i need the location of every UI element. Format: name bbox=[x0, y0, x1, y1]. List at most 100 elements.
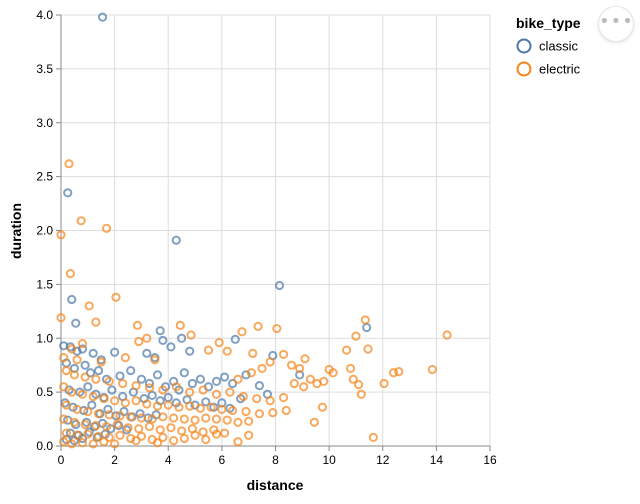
data-point-electric bbox=[190, 415, 200, 425]
data-point-electric bbox=[144, 383, 155, 393]
data-point-electric bbox=[96, 357, 106, 367]
data-point-electric bbox=[59, 353, 69, 363]
y-tick-label: 3.5 bbox=[36, 62, 53, 76]
data-point-electric bbox=[348, 374, 358, 384]
data-point-electric bbox=[111, 292, 121, 302]
data-point-classic bbox=[155, 326, 165, 336]
data-point-classic bbox=[228, 378, 238, 389]
y-tick-label: 0.5 bbox=[36, 385, 53, 399]
data-point-electric bbox=[104, 376, 114, 386]
data-point-electric bbox=[72, 430, 82, 440]
data-point-electric bbox=[155, 425, 165, 435]
data-point-classic bbox=[67, 294, 77, 305]
data-point-electric bbox=[77, 389, 88, 399]
data-point-classic bbox=[179, 368, 189, 378]
data-point-electric bbox=[59, 437, 69, 447]
data-point-electric bbox=[131, 396, 141, 406]
data-point-electric bbox=[147, 414, 157, 424]
data-point-electric bbox=[442, 330, 452, 340]
data-point-electric bbox=[244, 430, 254, 440]
data-point-classic bbox=[115, 371, 125, 381]
x-tick-label: 14 bbox=[430, 453, 444, 467]
data-point-electric bbox=[203, 345, 214, 355]
data-point-electric bbox=[206, 402, 216, 412]
data-point-classic bbox=[107, 385, 117, 395]
data-point-electric bbox=[83, 429, 93, 439]
data-point-electric bbox=[59, 414, 69, 424]
data-point-electric bbox=[351, 331, 361, 341]
data-point-electric bbox=[101, 223, 112, 233]
data-point-electric bbox=[341, 345, 352, 355]
data-point-electric bbox=[345, 363, 356, 374]
data-point-classic bbox=[195, 374, 206, 384]
data-point-electric bbox=[104, 432, 114, 442]
data-point-electric bbox=[272, 323, 282, 334]
data-point-electric bbox=[88, 439, 98, 449]
x-tick-label: 8 bbox=[272, 453, 279, 467]
data-point-electric bbox=[295, 363, 305, 374]
data-point-electric bbox=[104, 410, 114, 420]
data-point-classic bbox=[80, 360, 90, 370]
data-point-electric bbox=[158, 432, 168, 442]
data-point-electric bbox=[360, 315, 370, 325]
data-point-electric bbox=[134, 424, 144, 434]
y-tick-label: 3.0 bbox=[36, 116, 53, 130]
data-point-electric bbox=[253, 321, 263, 331]
data-point-electric bbox=[158, 412, 168, 422]
data-point-electric bbox=[211, 414, 222, 424]
data-point-electric bbox=[198, 385, 208, 395]
y-tick-label: 2.5 bbox=[36, 170, 53, 184]
data-point-electric bbox=[136, 413, 147, 423]
data-point-electric bbox=[169, 436, 179, 446]
data-point-classic bbox=[83, 382, 93, 392]
data-point-electric bbox=[61, 365, 71, 376]
data-point-electric bbox=[91, 374, 101, 384]
data-point-electric bbox=[211, 389, 222, 399]
data-point-electric bbox=[118, 378, 128, 389]
data-point-electric bbox=[252, 393, 262, 404]
data-point-electric bbox=[241, 406, 251, 417]
data-point-classic bbox=[254, 381, 265, 391]
data-point-classic bbox=[166, 342, 176, 352]
data-point-electric bbox=[123, 423, 133, 433]
data-point-classic bbox=[144, 378, 155, 389]
data-point-electric bbox=[174, 402, 184, 412]
y-tick-label: 2.0 bbox=[36, 224, 53, 238]
legend-symbol-classic bbox=[516, 38, 532, 54]
data-point-classic bbox=[152, 370, 163, 380]
y-tick-label: 1.5 bbox=[36, 277, 53, 291]
data-point-electric bbox=[84, 301, 94, 311]
x-tick-label: 2 bbox=[111, 453, 118, 467]
data-point-electric bbox=[222, 346, 232, 356]
data-point-electric bbox=[132, 320, 143, 330]
data-point-classic bbox=[187, 378, 197, 389]
data-point-classic bbox=[135, 409, 145, 419]
data-point-electric bbox=[93, 409, 104, 419]
data-point-classic bbox=[103, 404, 113, 414]
data-point-classic bbox=[85, 368, 96, 378]
data-point-classic bbox=[126, 365, 136, 376]
data-point-classic bbox=[93, 365, 104, 376]
data-point-electric bbox=[163, 400, 173, 410]
data-point-classic bbox=[97, 12, 108, 22]
more-dots-icon: ••• bbox=[599, 11, 634, 32]
data-point-electric bbox=[166, 423, 176, 433]
data-point-electric bbox=[169, 413, 179, 423]
legend-label-classic: classic bbox=[539, 39, 579, 54]
more-actions-button[interactable]: ••• bbox=[598, 6, 634, 42]
data-point-electric bbox=[195, 403, 206, 413]
data-point-electric bbox=[179, 433, 189, 444]
legend-symbol-electric bbox=[516, 61, 532, 77]
data-point-electric bbox=[88, 391, 98, 402]
data-point-electric bbox=[65, 269, 75, 279]
data-point-classic bbox=[219, 372, 230, 382]
data-point-electric bbox=[171, 382, 181, 392]
data-point-electric bbox=[278, 392, 289, 403]
data-point-electric bbox=[64, 159, 74, 169]
data-point-electric bbox=[99, 393, 109, 404]
data-point-electric bbox=[72, 355, 82, 365]
x-axis-title: distance bbox=[247, 477, 304, 493]
data-point-classic bbox=[87, 400, 97, 410]
data-point-electric bbox=[93, 431, 104, 441]
